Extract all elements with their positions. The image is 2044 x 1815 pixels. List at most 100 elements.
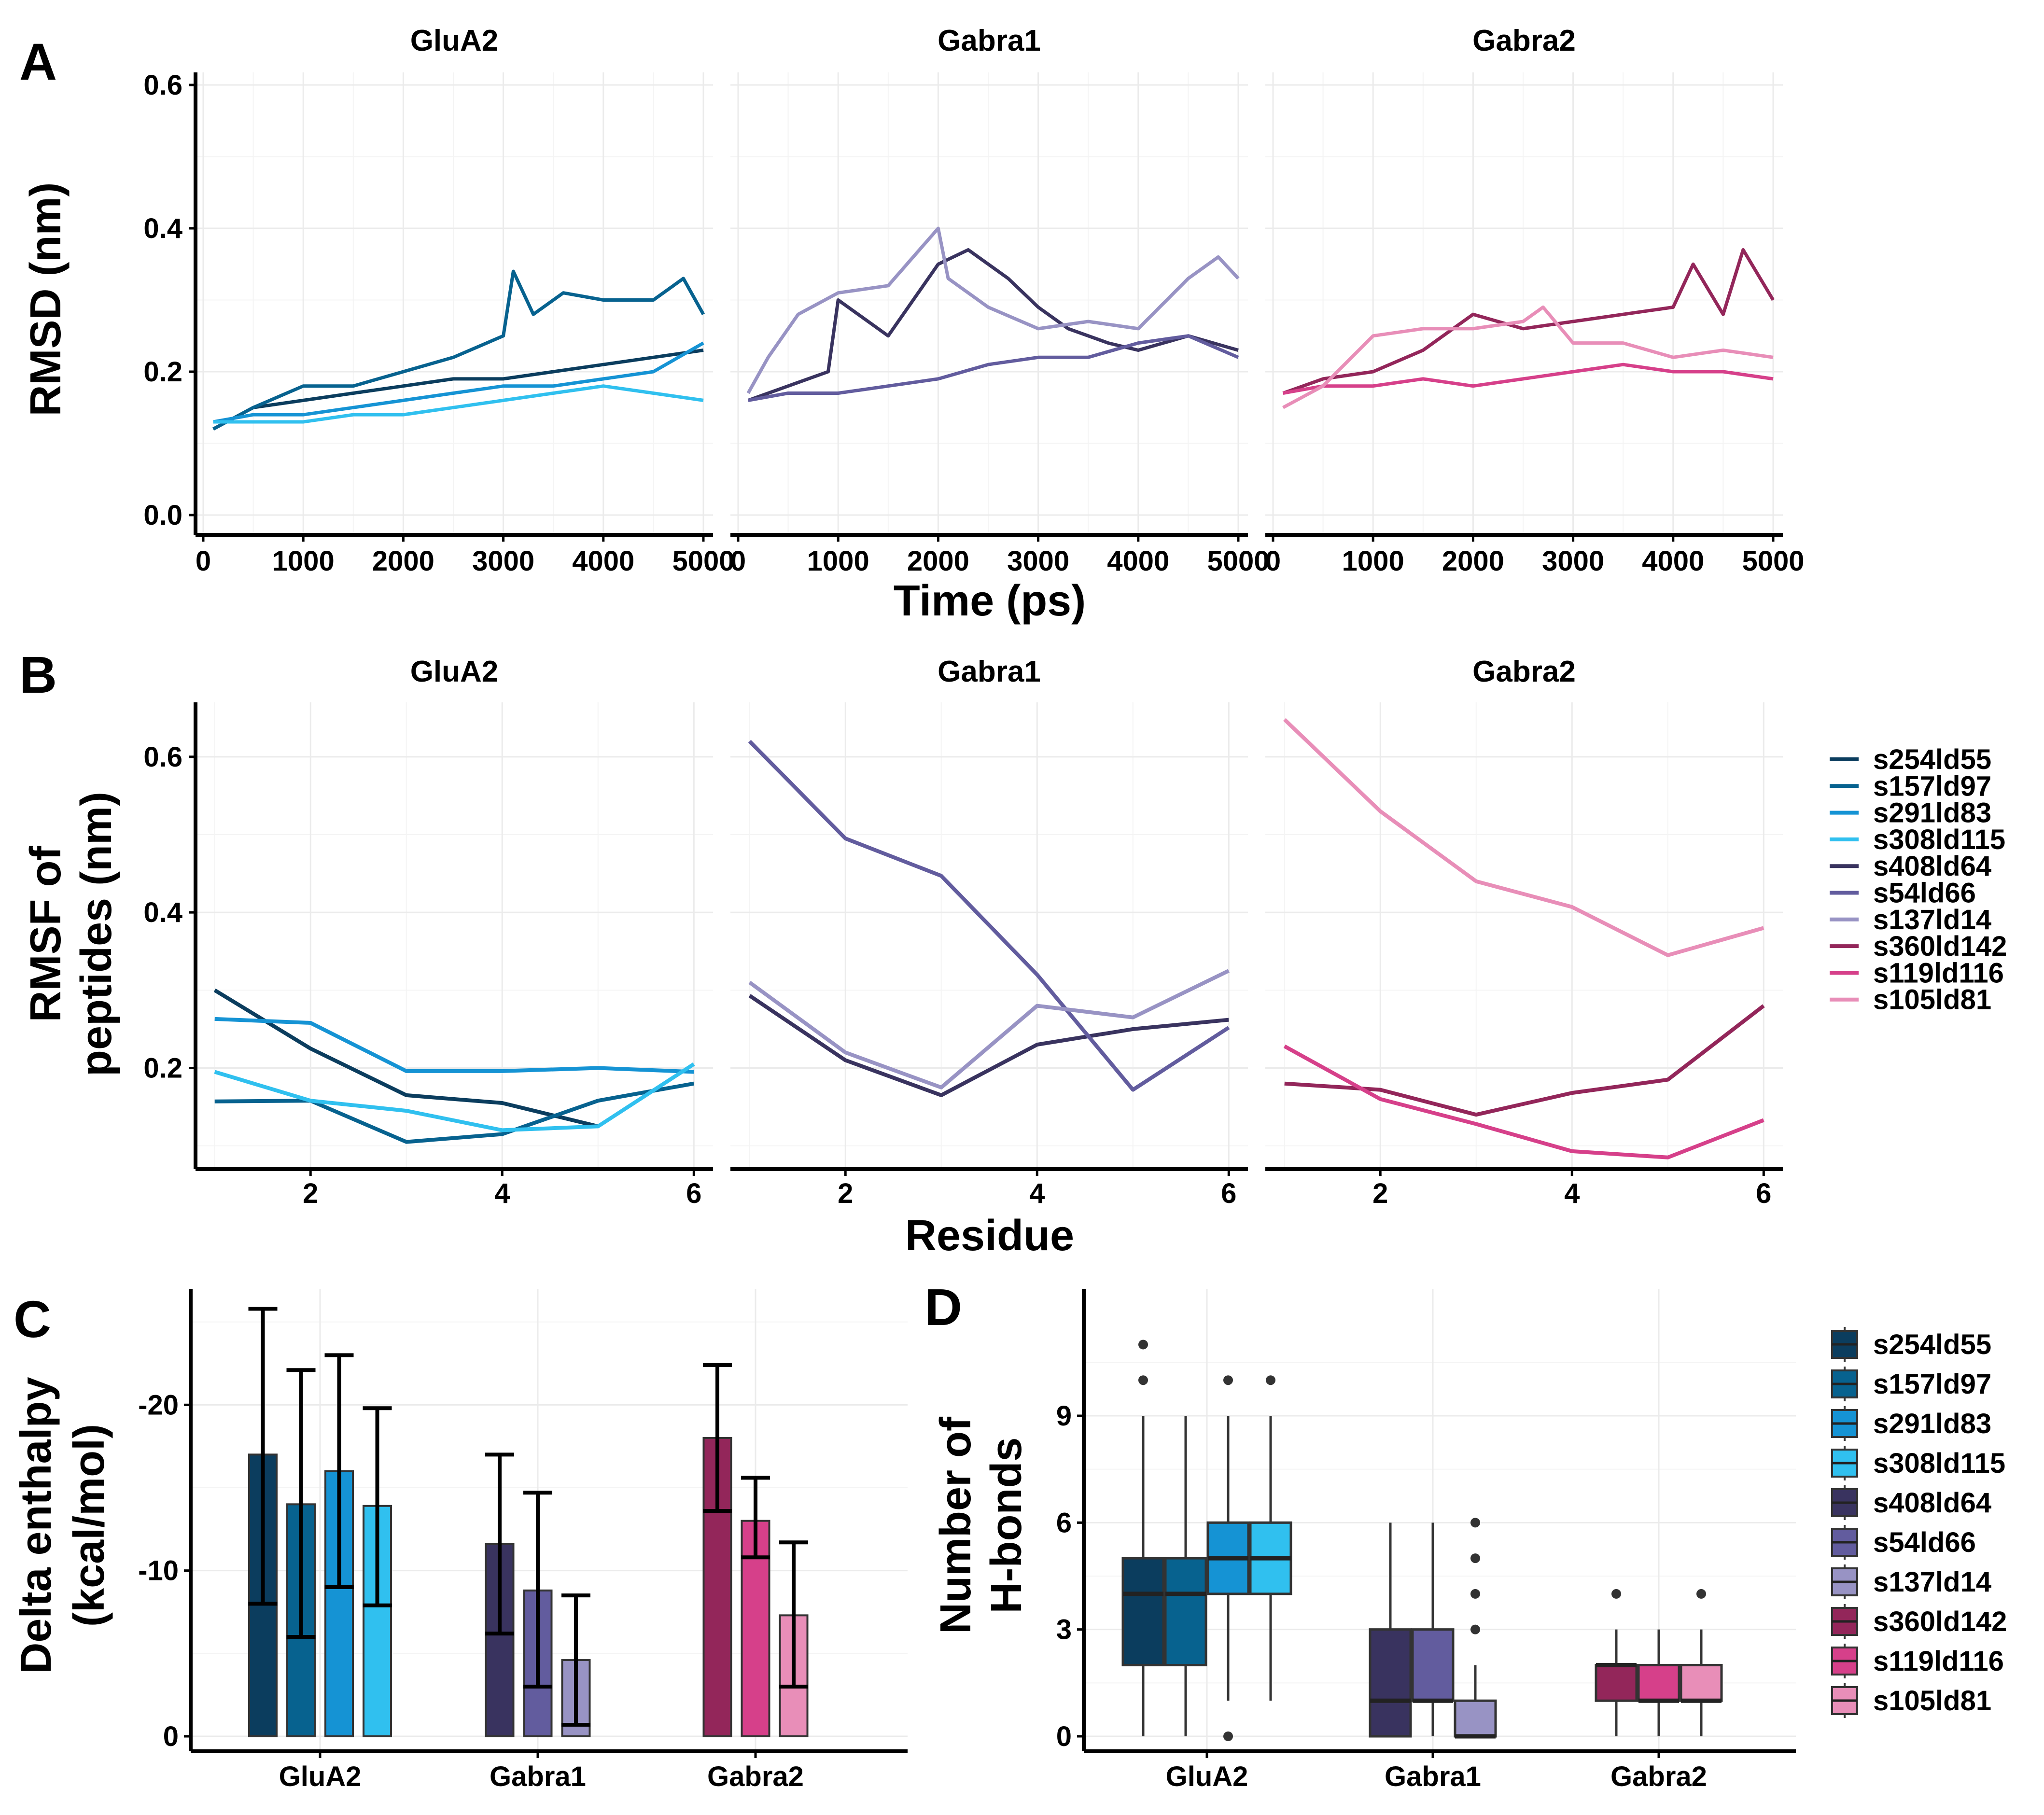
y-tick-label: -10 (138, 1555, 179, 1587)
legend-label: s291ld83 (1873, 1408, 1991, 1439)
y-axis-title: Delta enthalpy (12, 1377, 60, 1674)
x-tick-label: 6 (1221, 1178, 1236, 1209)
legend-label: s408ld64 (1873, 851, 1991, 882)
x-tick-label: 4 (494, 1178, 510, 1209)
y-axis-title: Number of (932, 1416, 980, 1634)
x-tick-label: Gabra1 (490, 1761, 586, 1792)
x-axis-title: Time (ps) (894, 577, 1086, 625)
series-line-s291ld83 (214, 1017, 694, 1074)
series-line-s137ld14 (746, 226, 1240, 394)
facet-title: Gabra1 (938, 655, 1041, 688)
legend-label: s119ld116 (1873, 1646, 2004, 1677)
y-tick-label: 3 (1056, 1614, 1072, 1646)
box-s254ld55 (1121, 1557, 1165, 1666)
facet-title: GluA2 (410, 24, 499, 57)
x-tick-label: GluA2 (1166, 1761, 1248, 1792)
outlier-point (1696, 1589, 1706, 1599)
panel-letter-a: A (19, 32, 57, 91)
legend-label: s308ld115 (1873, 824, 2005, 855)
series-line-s54ld66 (748, 740, 1230, 1092)
panel-letter-b: B (19, 645, 57, 704)
x-tick-label: 2 (303, 1178, 318, 1209)
y-axis-title: RMSD (nm) (22, 182, 70, 417)
legend-lines: s254ld55s157ld97s291ld83s308ld115s408ld6… (1830, 744, 2007, 1016)
box-s360ld142 (1595, 1663, 1638, 1702)
facet-title: Gabra2 (1472, 655, 1576, 688)
legend-label: s308ld115 (1873, 1448, 2005, 1479)
outlier-point (1470, 1589, 1480, 1599)
box-s119ld116 (1637, 1663, 1680, 1702)
facet-gabra1: Gabra1 0 1000 2000 3000 4000 5000 (730, 24, 1270, 577)
x-tick-label: 2 (1372, 1178, 1388, 1209)
legend-boxes: s254ld55 s157ld97 s291ld83 s308ld115 s408ld6… (1831, 1327, 2007, 1718)
box-s157ld97 (1164, 1557, 1207, 1666)
box-s54ld66 (1411, 1628, 1455, 1702)
y-tick-label: 0 (163, 1721, 179, 1752)
x-tick-label: 2000 (907, 545, 969, 577)
facet-title: GluA2 (410, 655, 499, 688)
y-tick-label: 0.4 (143, 897, 182, 928)
x-tick-label: 0 (1265, 545, 1281, 577)
legend-label: s105ld81 (1873, 984, 1991, 1016)
y-axis-title: (kcal/mol) (65, 1424, 113, 1627)
x-tick-label: 4000 (572, 545, 634, 577)
legend-label: s137ld14 (1873, 904, 1991, 935)
panel-d: D GluA2 Gabra1 Gabra2 0 3 6 9 Number of H-bonds (924, 1278, 1796, 1792)
x-tick-label: 4000 (1107, 545, 1169, 577)
outlier-point (1470, 1518, 1480, 1528)
x-tick-label: 1000 (272, 545, 335, 577)
facet-gabra2: Gabra2 2 4 6 (1265, 655, 1783, 1209)
series-line-s408ld64 (747, 248, 1239, 402)
legend-label: s119ld116 (1873, 957, 2004, 989)
y-tick-label: 0.6 (143, 70, 182, 101)
x-tick-label: GluA2 (279, 1761, 362, 1792)
x-axis-title: Residue (905, 1212, 1074, 1260)
x-tick-label: 6 (686, 1178, 701, 1209)
legend-label: s157ld97 (1873, 770, 1991, 802)
y-tick-label: 0.4 (143, 213, 182, 244)
box-s105ld81 (1680, 1663, 1723, 1702)
series-line-s105ld81 (1283, 718, 1764, 957)
y-tick-label: 9 (1056, 1400, 1072, 1432)
outlier-point (1611, 1589, 1621, 1599)
outlier-point (1223, 1375, 1233, 1385)
series-line-s291ld83 (213, 341, 704, 424)
outlier-point (1138, 1375, 1148, 1385)
x-tick-label: 5000 (672, 545, 734, 577)
x-tick-label: 5000 (1742, 545, 1804, 577)
y-tick-label: 0 (1056, 1721, 1072, 1752)
series-line-s254ld55 (213, 988, 599, 1129)
series-line-s105ld81 (1282, 305, 1774, 409)
y-tick-label: 0.6 (143, 741, 182, 773)
y-axis-title: H-bonds (982, 1438, 1031, 1614)
series-line-s137ld14 (748, 969, 1230, 1089)
x-tick-label: 0 (196, 545, 211, 577)
series-line-s119ld116 (1283, 363, 1774, 395)
panel-a: A GluA2 0 1000 2000 3000 4000 5000 Gabra1 0 1000 20… (19, 24, 1805, 625)
y-axis-title: peptides (nm) (72, 792, 121, 1076)
facet-title: Gabra1 (938, 24, 1041, 57)
legend-label: s54ld66 (1873, 878, 1976, 909)
outlier-point (1223, 1731, 1233, 1741)
legend-label: s360ld142 (1873, 931, 2007, 962)
series-line-s157ld97 (212, 269, 705, 431)
facet-glua2: GluA2 0 1000 2000 3000 4000 5000 (196, 24, 735, 577)
x-tick-label: Gabra2 (1610, 1761, 1707, 1792)
x-tick-label: 1000 (807, 545, 869, 577)
panel-b: B GluA2 2 4 6 Gabra1 2 4 6 Gabra2 2 4 6 0.2 0.4 0.6 Resi… (19, 645, 1783, 1260)
legend-label: s54ld66 (1873, 1527, 1976, 1558)
x-tick-label: 2000 (1442, 545, 1504, 577)
legend-label: s360ld142 (1873, 1606, 2007, 1637)
legend-label: s254ld55 (1873, 744, 1991, 775)
series-line-s360ld142 (1284, 1004, 1765, 1117)
x-tick-label: 2 (838, 1178, 853, 1209)
series-line-s119ld116 (1283, 1044, 1764, 1159)
y-tick-label: 0.2 (143, 1052, 182, 1084)
y-tick-label: 0.0 (143, 500, 182, 531)
series-line-s157ld97 (214, 1081, 695, 1144)
series-line-s308ld115 (213, 384, 704, 424)
outlier-point (1470, 1553, 1480, 1564)
facet-glua2: GluA2 2 4 6 (196, 655, 713, 1209)
legend-label: s105ld81 (1873, 1685, 1991, 1717)
